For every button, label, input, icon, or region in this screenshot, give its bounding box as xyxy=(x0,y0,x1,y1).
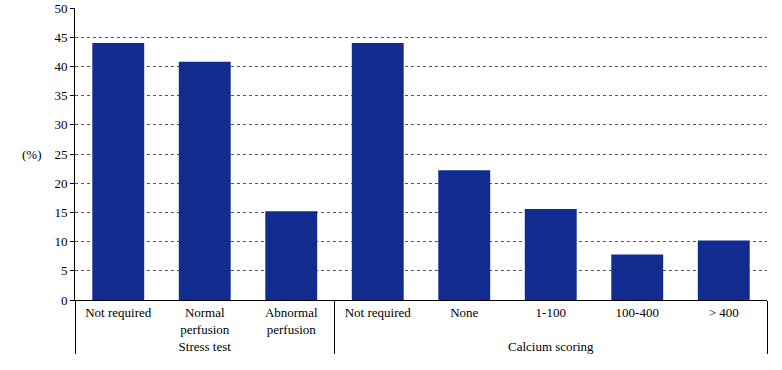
svg-text:Abnormalperfusion: Abnormalperfusion xyxy=(265,305,318,337)
svg-text:35: 35 xyxy=(54,88,67,103)
svg-text:> 400: > 400 xyxy=(709,305,739,320)
svg-text:None: None xyxy=(450,305,478,320)
svg-text:40: 40 xyxy=(54,59,67,74)
svg-text:45: 45 xyxy=(54,30,67,45)
svg-text:20: 20 xyxy=(54,176,67,191)
svg-text:25: 25 xyxy=(54,147,67,162)
svg-text:15: 15 xyxy=(54,205,67,220)
svg-text:Calcium scoring: Calcium scoring xyxy=(508,339,594,354)
svg-text:(%): (%) xyxy=(22,147,42,162)
svg-text:0: 0 xyxy=(61,293,68,308)
svg-text:Not required: Not required xyxy=(85,305,152,320)
svg-text:Not required: Not required xyxy=(345,305,412,320)
svg-text:1-100: 1-100 xyxy=(536,305,566,320)
svg-text:5: 5 xyxy=(61,263,68,278)
svg-text:100-400: 100-400 xyxy=(616,305,659,320)
svg-text:Normalperfusion: Normalperfusion xyxy=(180,305,230,337)
svg-text:Stress test: Stress test xyxy=(179,339,232,354)
svg-text:50: 50 xyxy=(54,1,67,16)
svg-text:10: 10 xyxy=(54,234,67,249)
svg-text:30: 30 xyxy=(54,117,67,132)
